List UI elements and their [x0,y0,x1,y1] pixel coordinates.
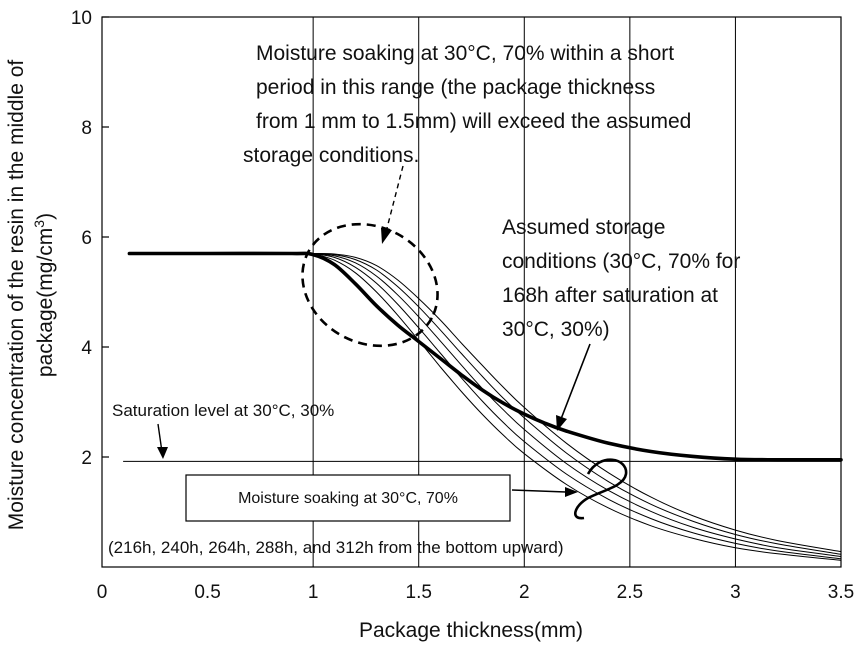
short-period-note-line4: storage conditions. [243,144,419,167]
assumed-storage-annotation: Assumed storage conditions (30°C, 70% fo… [502,216,740,341]
y-axis-title-sup: 3 [31,220,47,228]
x-tick-label-3: 1.5 [406,582,432,603]
soaking-pointer-line [511,489,567,493]
y-axis-title-line2: package(mg/cm3) [31,213,57,377]
assumed-note-line2: conditions (30°C, 70% for [502,250,740,273]
saturation-pointer-arrowhead [157,447,168,459]
x-tick-label-4: 2 [519,582,530,603]
soaking-box-label: Moisture soaking at 30°C, 70% [238,490,458,507]
short-period-note-line1: Moisture soaking at 30°C, 70% within a s… [256,42,674,65]
soaking-curve-2 [312,253,842,560]
x-axis-title: Package thickness(mm) [359,619,583,642]
x-tick-label-7: 3.5 [828,582,854,603]
y-axis-title-prefix: package(mg/cm [34,228,57,377]
assumed-note-line4: 30°C, 30%) [502,318,610,341]
x-tick-label-2: 1 [308,582,319,603]
series-group [127,251,843,561]
assumed-pointer-line [560,343,591,420]
saturation-note: Saturation level at 30°C, 30% [112,401,334,420]
x-tick-label-6: 3 [730,582,741,603]
assumed-note-line3: 168h after saturation at [502,284,718,307]
y-axis-title-line1: Moisture concentration of the resin in t… [5,60,28,531]
soaking-curve-1 [312,253,842,561]
x-tick-label-1: 0.5 [194,582,220,603]
soaking-curve-3 [312,253,842,557]
short-period-note-line2: period in this range (the package thickn… [256,76,655,99]
assumed-storage-curve [127,251,843,462]
y-tick-label-3: 8 [81,118,92,139]
soaking-pointer-arrowhead [565,487,578,497]
short-period-annotation: Moisture soaking at 30°C, 70% within a s… [243,42,691,167]
soaking-label-box [185,474,511,522]
short-period-note-line3: from 1 mm to 1.5mm) will exceed the assu… [256,110,691,133]
assumed-note-line1: Assumed storage [502,216,665,239]
y-tick-labels: 2 4 6 8 10 [71,8,109,469]
soaking-curve-5 [312,253,842,553]
dashed-ellipse [301,222,439,348]
y-tick-label-2: 6 [81,228,92,249]
soaking-curl-bracket [574,458,628,520]
y-tick-label-1: 4 [81,338,92,359]
dashed-pointer-arrowhead [381,228,392,244]
x-tick-labels: 0 0.5 1 1.5 2 2.5 3 3.5 [97,582,855,603]
x-tick-label-0: 0 [97,582,108,603]
y-tick-label-0: 2 [81,448,92,469]
soaking-order-note: (216h, 240h, 264h, 288h, and 312h from t… [108,538,564,557]
x-tick-label-5: 2.5 [617,582,643,603]
soaking-curve-4 [312,253,842,555]
y-tick-label-4: 10 [71,8,92,29]
y-axis-title-suffix: ) [34,213,57,220]
assumed-pointer-arrowhead [556,415,567,431]
dashed-pointer-line [385,165,404,233]
